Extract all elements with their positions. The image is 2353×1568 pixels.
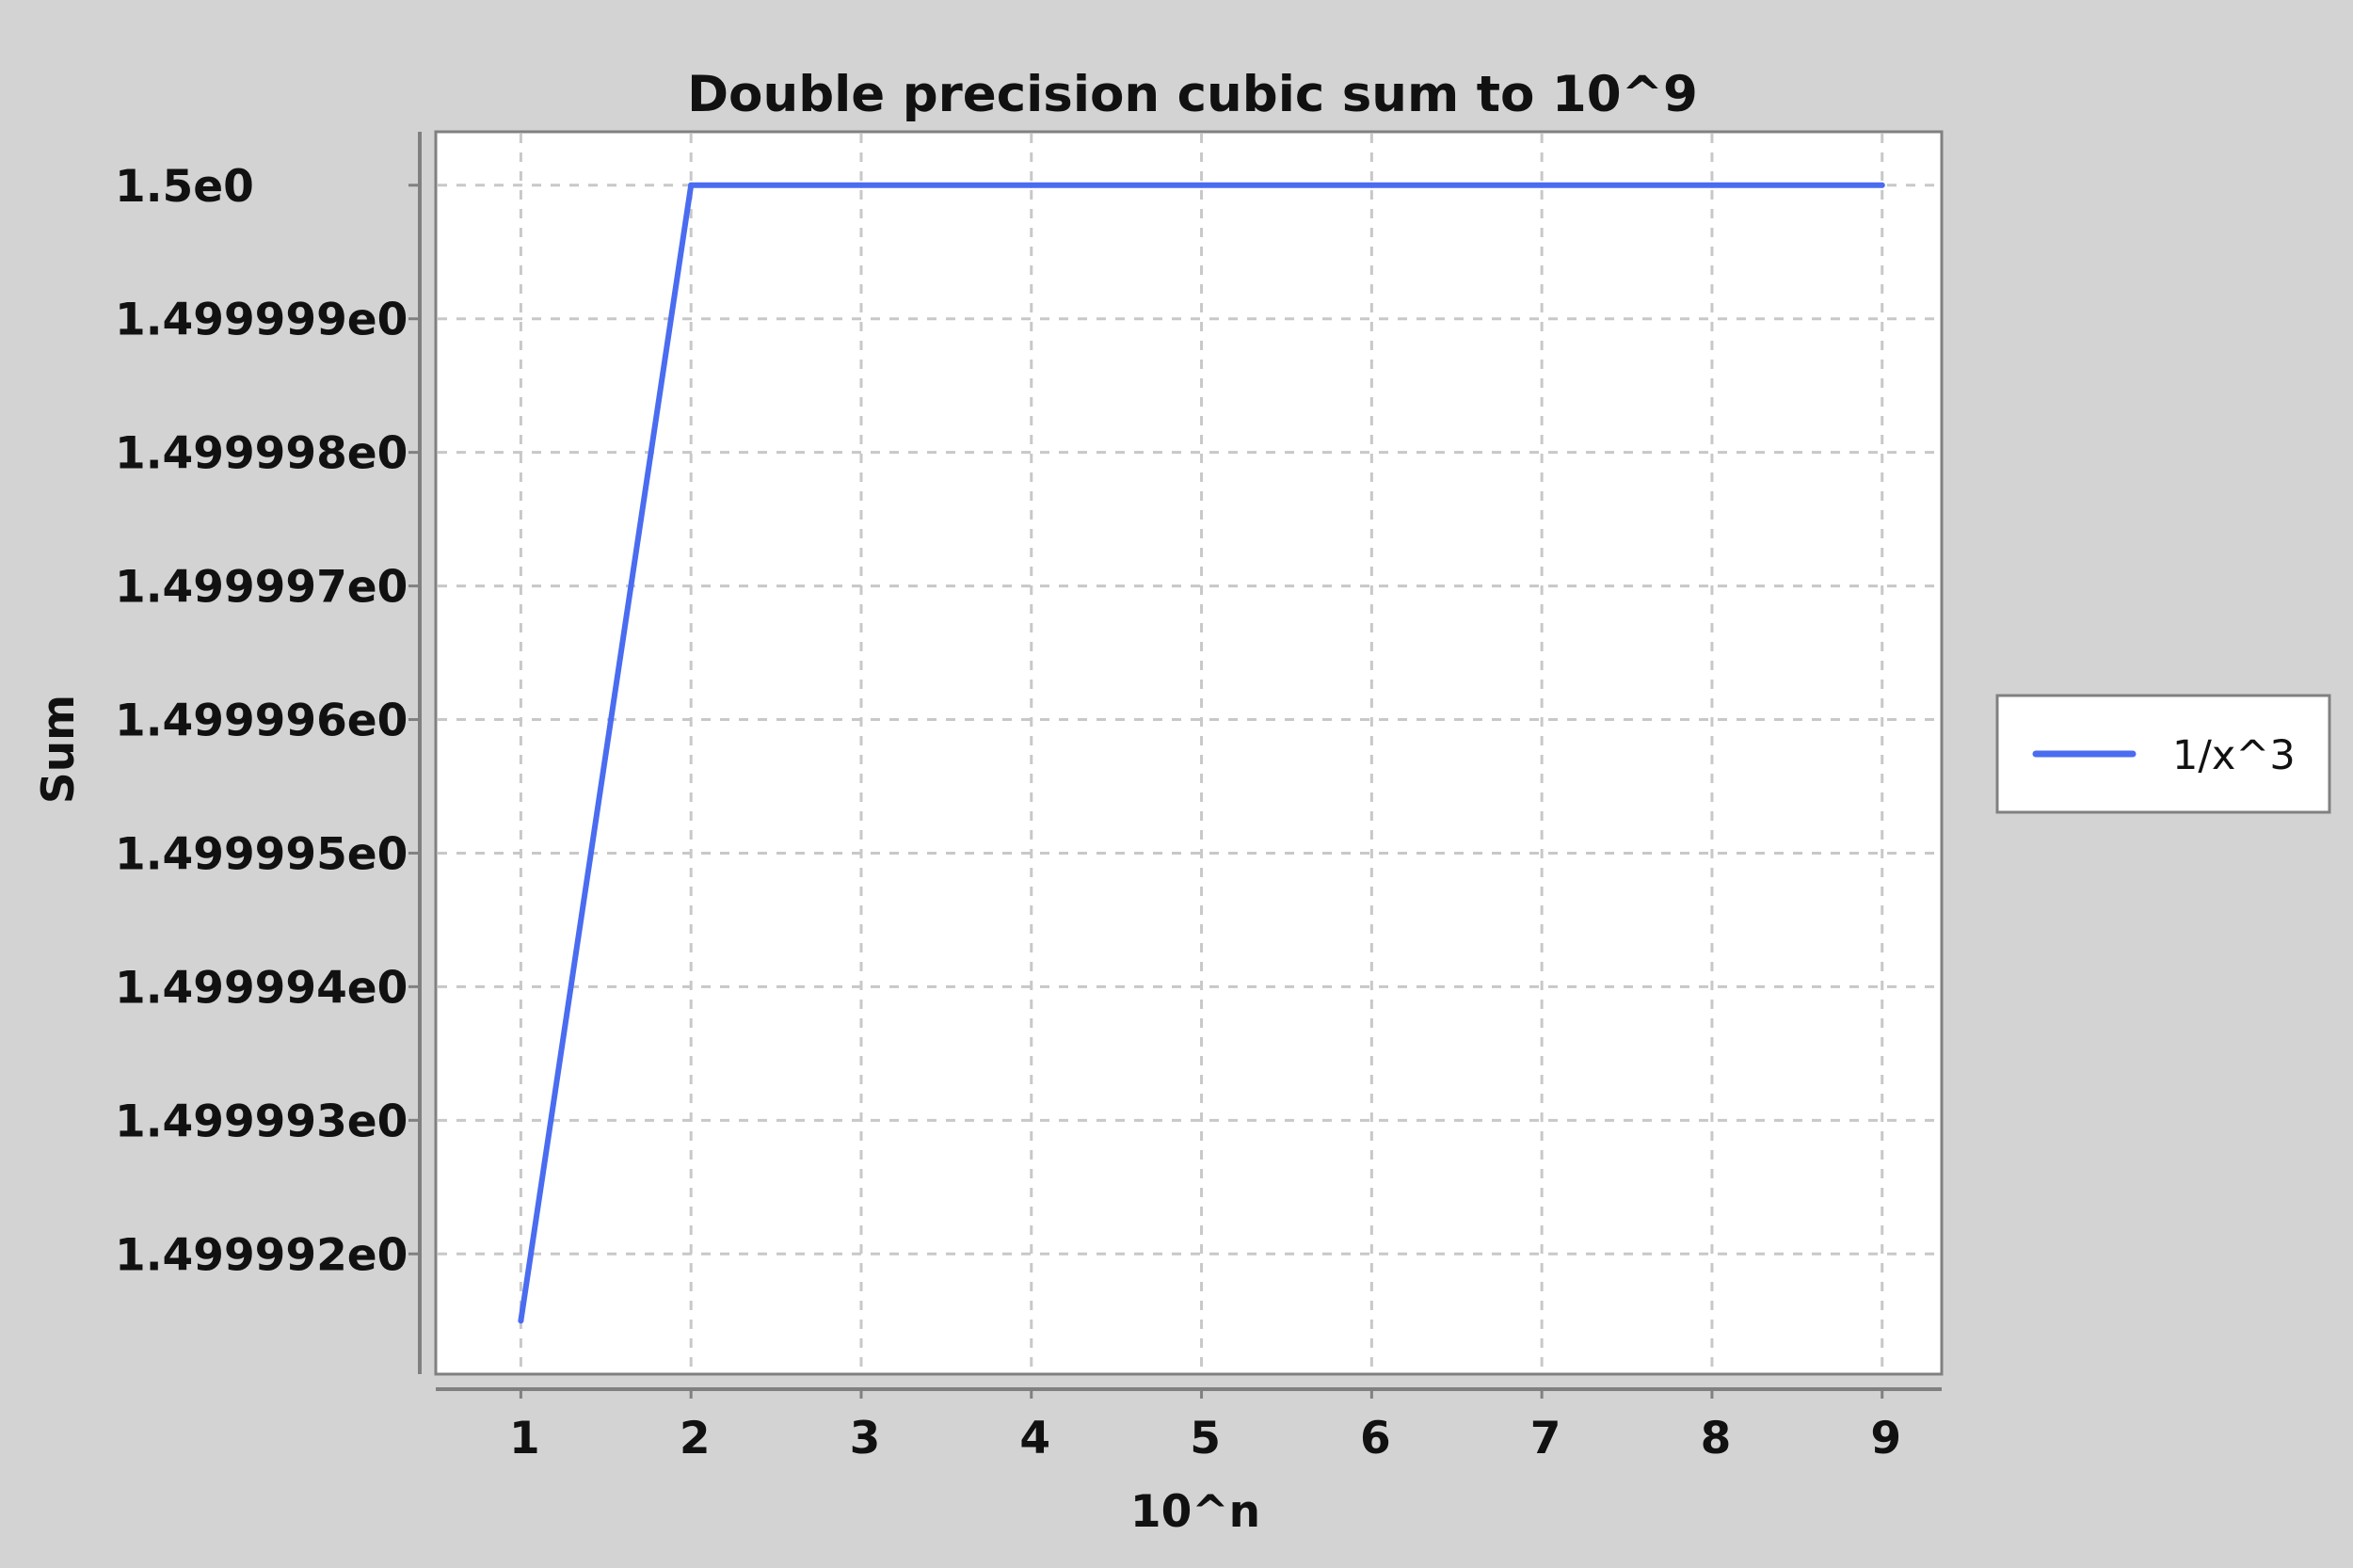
y-tick-label: 1.499996e0: [115, 696, 408, 747]
y-tick-label: 1.499995e0: [115, 828, 408, 880]
x-tick-label: 9: [1870, 1413, 1901, 1464]
data-point: [518, 1318, 524, 1324]
y-tick-label: 1.5e0: [115, 161, 254, 213]
data-point: [1028, 182, 1034, 188]
data-point: [1539, 182, 1545, 188]
y-tick-label: 1.499999e0: [115, 295, 408, 346]
x-tick-label: 1: [509, 1413, 540, 1464]
x-axis-title: 10^n: [1130, 1486, 1260, 1538]
chart-title: Double precision cubic sum to 10^9: [687, 66, 1698, 123]
x-tick-label: 7: [1530, 1413, 1561, 1464]
legend-box: [1995, 694, 2331, 814]
y-tick-label: 1.499998e0: [115, 428, 408, 480]
x-tick-label: 2: [680, 1413, 711, 1464]
data-point: [857, 182, 864, 188]
series-points: [518, 182, 1885, 1324]
grid-lines: [438, 134, 1940, 1372]
legend: 1/x^3: [1995, 694, 2331, 814]
data-point: [1879, 182, 1885, 188]
data-point: [1369, 182, 1375, 188]
x-tick-label: 8: [1701, 1413, 1732, 1464]
x-tick-label: 5: [1190, 1413, 1221, 1464]
data-point: [1198, 182, 1205, 188]
data-point: [1708, 182, 1715, 188]
y-tick-label: 1.499994e0: [115, 962, 408, 1014]
x-tick-label: 4: [1019, 1413, 1050, 1464]
y-tick-label: 1.499993e0: [115, 1096, 408, 1147]
data-point: [688, 182, 695, 188]
y-tick-label: 1.499992e0: [115, 1229, 408, 1281]
y-tick-label: 1.499997e0: [115, 562, 408, 614]
axis-ticks: 1 2 3 4 5 6 7 8 9 1.5e0 1.499999e0 1.499998e0 1.4999…: [115, 161, 1901, 1464]
x-tick-label: 6: [1360, 1413, 1391, 1464]
x-tick-label: 3: [850, 1413, 881, 1464]
y-axis-title: Sum: [33, 695, 85, 804]
plot-area: [434, 130, 1944, 1376]
legend-label: 1/x^3: [2172, 732, 2296, 779]
